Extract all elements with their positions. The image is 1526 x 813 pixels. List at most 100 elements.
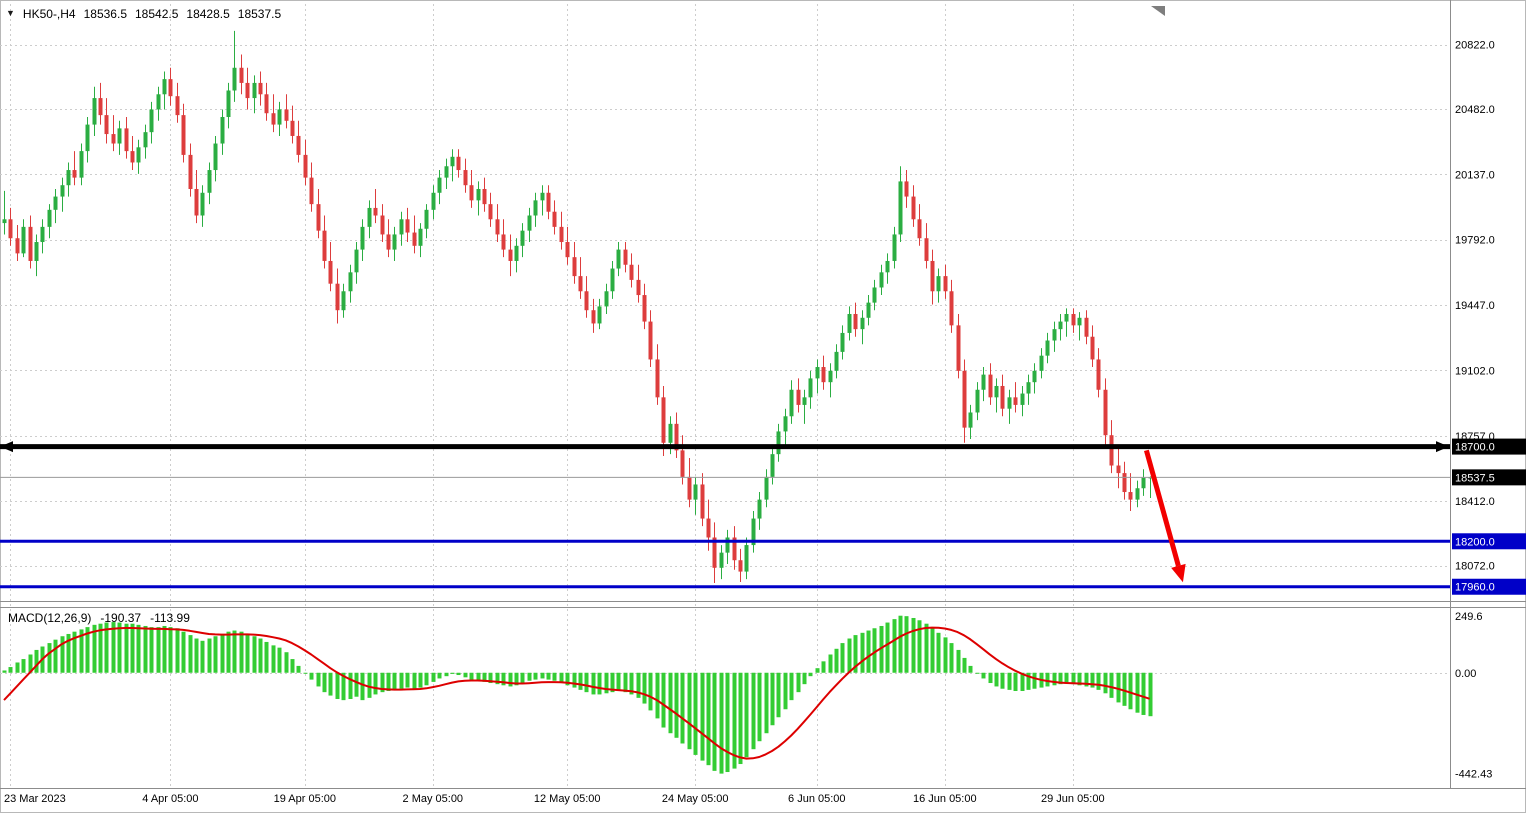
candle[interactable]: [194, 170, 199, 224]
candle[interactable]: [40, 219, 45, 254]
candle[interactable]: [136, 139, 141, 174]
candle[interactable]: [751, 510, 756, 553]
candle[interactable]: [111, 115, 116, 152]
candle[interactable]: [476, 181, 481, 216]
candle[interactable]: [444, 158, 449, 189]
candle[interactable]: [188, 143, 193, 197]
candle[interactable]: [2, 190, 7, 235]
candle[interactable]: [693, 476, 698, 515]
candle[interactable]: [834, 344, 839, 379]
candle[interactable]: [348, 264, 353, 303]
candle[interactable]: [424, 204, 429, 239]
candle[interactable]: [501, 219, 506, 258]
candle[interactable]: [1096, 348, 1101, 398]
candle[interactable]: [245, 67, 250, 110]
candle[interactable]: [629, 253, 634, 288]
candle[interactable]: [143, 124, 148, 159]
candle[interactable]: [284, 94, 289, 129]
candle[interactable]: [450, 149, 455, 182]
candle[interactable]: [578, 257, 583, 299]
candle[interactable]: [968, 404, 973, 440]
candle[interactable]: [527, 207, 532, 243]
candle[interactable]: [898, 166, 903, 243]
candle[interactable]: [975, 382, 980, 421]
candle[interactable]: [930, 249, 935, 305]
candle[interactable]: [277, 101, 282, 136]
candle[interactable]: [514, 238, 519, 273]
candle[interactable]: [808, 370, 813, 409]
candle[interactable]: [482, 177, 487, 212]
candle[interactable]: [1013, 382, 1018, 413]
candle[interactable]: [1141, 469, 1146, 496]
candle[interactable]: [341, 283, 346, 318]
candle[interactable]: [789, 380, 794, 424]
candle[interactable]: [1135, 480, 1140, 508]
candle[interactable]: [636, 264, 641, 303]
candle[interactable]: [168, 67, 173, 106]
candle[interactable]: [232, 30, 237, 102]
candle[interactable]: [418, 223, 423, 258]
candle[interactable]: [917, 204, 922, 246]
candle[interactable]: [322, 215, 327, 269]
candle[interactable]: [309, 162, 314, 212]
candle[interactable]: [15, 224, 20, 261]
candle[interactable]: [1128, 473, 1133, 511]
candle[interactable]: [175, 82, 180, 123]
candle[interactable]: [885, 253, 890, 284]
candle[interactable]: [572, 242, 577, 284]
candle[interactable]: [220, 109, 225, 155]
candle[interactable]: [412, 215, 417, 254]
candle[interactable]: [1090, 325, 1095, 368]
candle[interactable]: [149, 101, 154, 144]
candle[interactable]: [392, 226, 397, 261]
candle[interactable]: [303, 139, 308, 186]
candle[interactable]: [252, 75, 257, 114]
candle[interactable]: [559, 211, 564, 250]
candle[interactable]: [956, 313, 961, 379]
candle[interactable]: [783, 408, 788, 447]
candle[interactable]: [1026, 374, 1031, 405]
candle[interactable]: [213, 135, 218, 182]
candle[interactable]: [200, 185, 205, 227]
candle[interactable]: [66, 162, 71, 197]
candle[interactable]: [271, 94, 276, 133]
candle[interactable]: [994, 378, 999, 413]
candle[interactable]: [162, 71, 167, 110]
candle[interactable]: [1045, 332, 1050, 364]
candle[interactable]: [488, 192, 493, 227]
candle[interactable]: [1084, 310, 1089, 345]
candle[interactable]: [680, 435, 685, 485]
candle[interactable]: [463, 158, 468, 193]
candle[interactable]: [655, 344, 660, 405]
candle[interactable]: [584, 276, 589, 318]
candle[interactable]: [1007, 389, 1012, 424]
candle[interactable]: [853, 302, 858, 337]
candle[interactable]: [802, 389, 807, 424]
candle[interactable]: [847, 306, 852, 341]
candle[interactable]: [92, 86, 97, 136]
candle[interactable]: [1052, 321, 1057, 352]
candle[interactable]: [988, 363, 993, 405]
candle[interactable]: [648, 310, 653, 368]
candle[interactable]: [21, 219, 26, 258]
candle[interactable]: [60, 177, 65, 212]
candle[interactable]: [1020, 385, 1025, 417]
candle[interactable]: [546, 185, 551, 220]
candle[interactable]: [764, 469, 769, 508]
candle[interactable]: [456, 149, 461, 178]
candle[interactable]: [757, 492, 762, 530]
price-axis[interactable]: 20822.0 20482.0 20137.0 19792.0 19447.0 19102…: [1451, 0, 1526, 788]
candle[interactable]: [124, 117, 129, 159]
candle[interactable]: [520, 223, 525, 258]
chart-shift-marker-icon[interactable]: [1151, 6, 1165, 16]
candle[interactable]: [815, 359, 820, 394]
candle[interactable]: [604, 283, 609, 314]
candle[interactable]: [904, 170, 909, 208]
candle[interactable]: [1071, 308, 1076, 333]
candle[interactable]: [623, 242, 628, 273]
candle[interactable]: [892, 226, 897, 269]
candle[interactable]: [981, 367, 986, 402]
candle[interactable]: [796, 378, 801, 413]
candle[interactable]: [943, 264, 948, 299]
